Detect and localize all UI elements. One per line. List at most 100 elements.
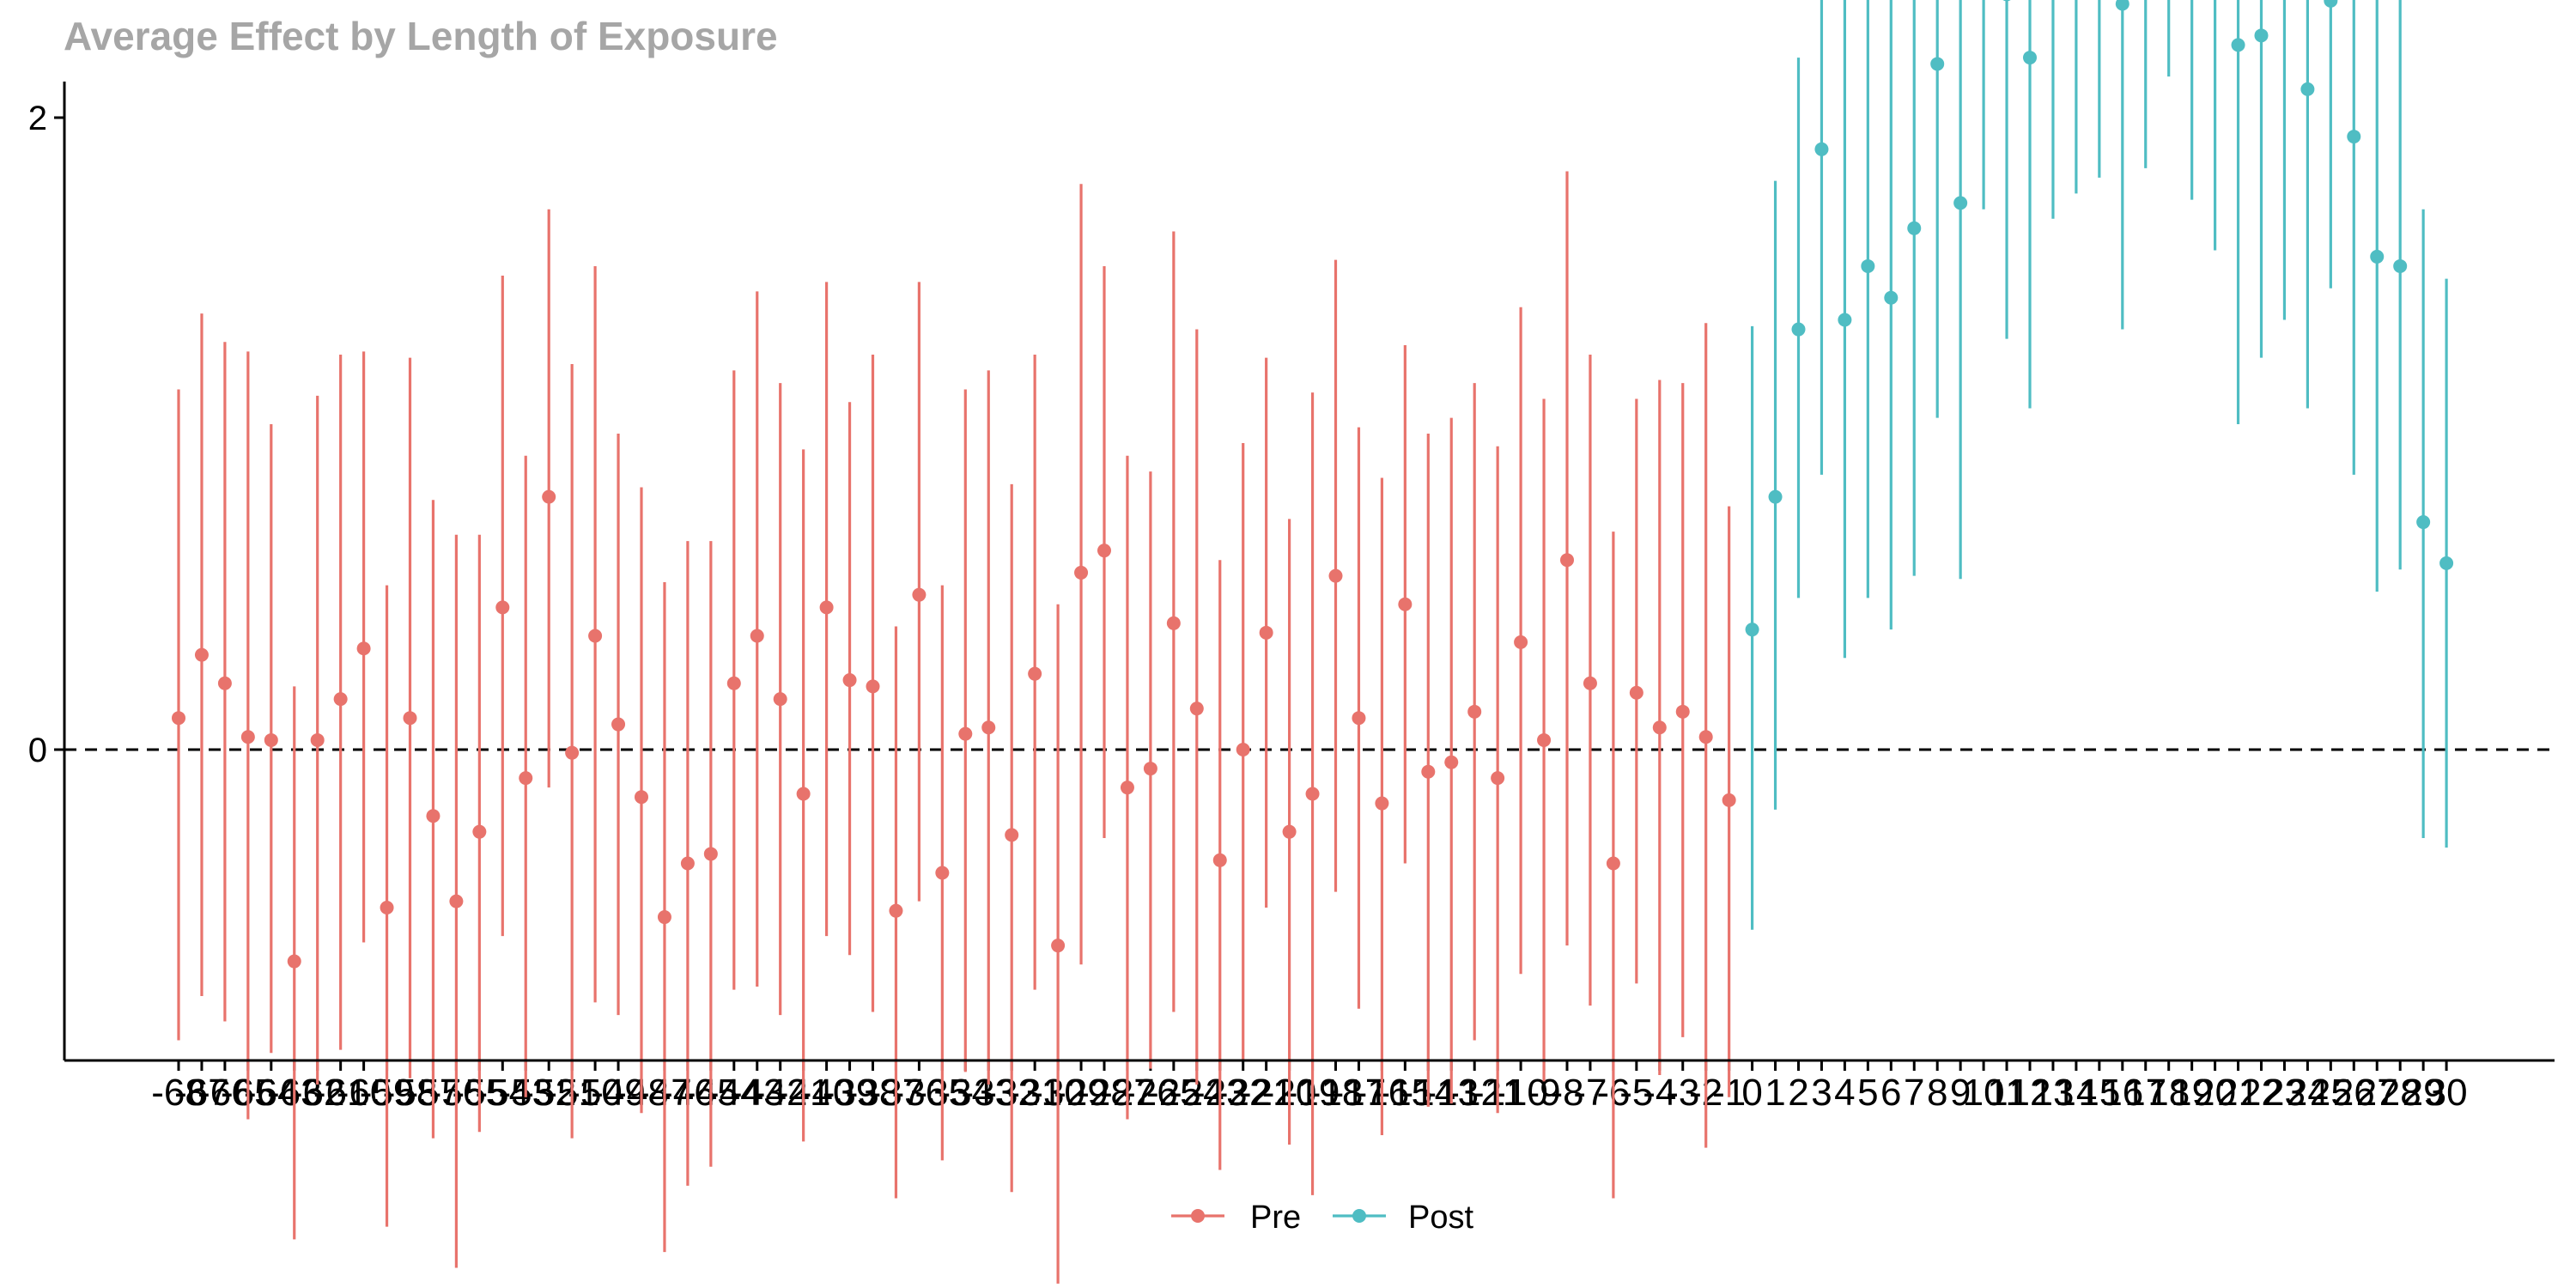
x-tick-label: 25 — [2310, 1072, 2352, 1114]
x-tick-label: 13 — [2032, 1072, 2074, 1114]
pre-point — [403, 711, 417, 726]
x-tick-label: 29 — [2403, 1072, 2445, 1114]
x-tick-label: -52 — [521, 1072, 576, 1114]
x-tick-label: -64 — [244, 1072, 299, 1114]
post-point — [2370, 249, 2385, 264]
pre-point — [611, 717, 626, 732]
pre-point — [1282, 824, 1297, 839]
pre-point — [588, 629, 603, 643]
pre-point — [935, 866, 950, 880]
post-point — [2300, 82, 2315, 96]
axes — [63, 82, 2555, 1062]
pre-point — [240, 730, 255, 744]
pre-point — [194, 647, 209, 662]
x-tick-label: -42 — [753, 1072, 808, 1114]
x-tick-label: 18 — [2148, 1072, 2190, 1114]
x-tick-label: -54 — [476, 1072, 531, 1114]
x-tick-label: 14 — [2055, 1072, 2097, 1114]
x-axis-ticks: -68-67-66-65-64-63-62-61-60-59-58-57-56-… — [151, 1060, 2468, 1114]
x-tick-label: 2 — [1788, 1072, 1808, 1114]
x-tick-label: 12 — [2009, 1072, 2051, 1114]
x-tick-label: 7 — [1904, 1072, 1924, 1114]
pre-point — [1537, 732, 1552, 747]
pre-point — [495, 600, 510, 615]
x-tick-label: -12 — [1447, 1072, 1502, 1114]
post-point — [1953, 196, 1968, 210]
pre-point — [773, 692, 787, 707]
y-axis-ticks: 024 — [28, 100, 64, 769]
pre-point — [1698, 730, 1713, 744]
pre-point — [1328, 568, 1343, 583]
pre-point — [1352, 711, 1366, 726]
legend: Pre Post — [1171, 1200, 1473, 1236]
pre-point — [912, 587, 927, 602]
pre-point — [1491, 771, 1505, 786]
pre-point — [1467, 704, 1482, 719]
pre-point — [542, 489, 556, 504]
x-tick-label: -40 — [799, 1072, 854, 1114]
pre-point — [866, 679, 880, 694]
x-tick-label: -7 — [1573, 1072, 1607, 1114]
pre-point — [889, 903, 903, 918]
pre-point — [726, 676, 741, 690]
x-tick-label: -44 — [707, 1072, 762, 1114]
x-tick-label: 30 — [2426, 1072, 2468, 1114]
pre-point — [1120, 781, 1134, 795]
post-point — [2231, 38, 2245, 52]
post-point — [1930, 57, 1945, 71]
x-tick-label: -61 — [313, 1072, 368, 1114]
x-tick-label: -43 — [730, 1072, 785, 1114]
pre-point — [1166, 616, 1181, 630]
x-tick-label: 9 — [1950, 1072, 1971, 1114]
post-point — [1861, 258, 1875, 273]
pre-point — [472, 824, 487, 839]
pre-point — [1722, 793, 1736, 807]
pre-point — [333, 692, 348, 707]
x-tick-label: 15 — [2078, 1072, 2120, 1114]
pre-point — [1236, 743, 1250, 756]
pre-point — [172, 711, 185, 726]
post-point — [1838, 313, 1852, 327]
pre-point — [958, 726, 973, 741]
pre-point — [217, 676, 232, 690]
pre-point — [657, 910, 671, 925]
pre-point — [635, 790, 648, 805]
x-tick-label: -5 — [1619, 1072, 1653, 1114]
post-point — [1907, 221, 1922, 235]
x-tick-label: 21 — [2217, 1072, 2259, 1114]
pre-point — [1028, 666, 1042, 681]
x-tick-label: 3 — [1811, 1072, 1832, 1114]
x-tick-label: -21 — [1239, 1072, 1294, 1114]
pre-point — [287, 954, 301, 969]
post-point — [2324, 0, 2338, 8]
x-tick-label: -60 — [337, 1072, 392, 1114]
x-tick-label: 6 — [1880, 1072, 1901, 1114]
x-tick-label: -4 — [1643, 1072, 1676, 1114]
x-tick-label: 23 — [2263, 1072, 2306, 1114]
pre-point — [796, 787, 811, 801]
x-tick-label: 20 — [2194, 1072, 2236, 1114]
pre-point — [426, 809, 440, 823]
x-tick-label: 16 — [2101, 1072, 2143, 1114]
post-point — [2023, 51, 2037, 65]
post-point — [2254, 28, 2269, 43]
x-tick-label: -34 — [939, 1072, 993, 1114]
pre-point — [449, 894, 464, 908]
pre-point — [1259, 625, 1273, 640]
pre-point — [1444, 755, 1459, 769]
x-tick-label: -18 — [1309, 1072, 1364, 1114]
x-tick-label: -17 — [1332, 1072, 1387, 1114]
post-point — [2393, 258, 2408, 273]
x-tick-label: -68 — [151, 1072, 206, 1114]
x-tick-label: -31 — [1007, 1072, 1062, 1114]
x-tick-label: -50 — [568, 1072, 623, 1114]
post-point — [1884, 290, 1899, 305]
pre-point — [1675, 704, 1690, 719]
pre-point — [1097, 544, 1111, 558]
post-point — [2439, 556, 2454, 570]
x-tick-label: -36 — [892, 1072, 947, 1114]
x-tick-label: -8 — [1550, 1072, 1583, 1114]
x-tick-label: -67 — [174, 1072, 229, 1114]
x-tick-label: -26 — [1123, 1072, 1178, 1114]
x-tick-label: 0 — [1741, 1072, 1762, 1114]
